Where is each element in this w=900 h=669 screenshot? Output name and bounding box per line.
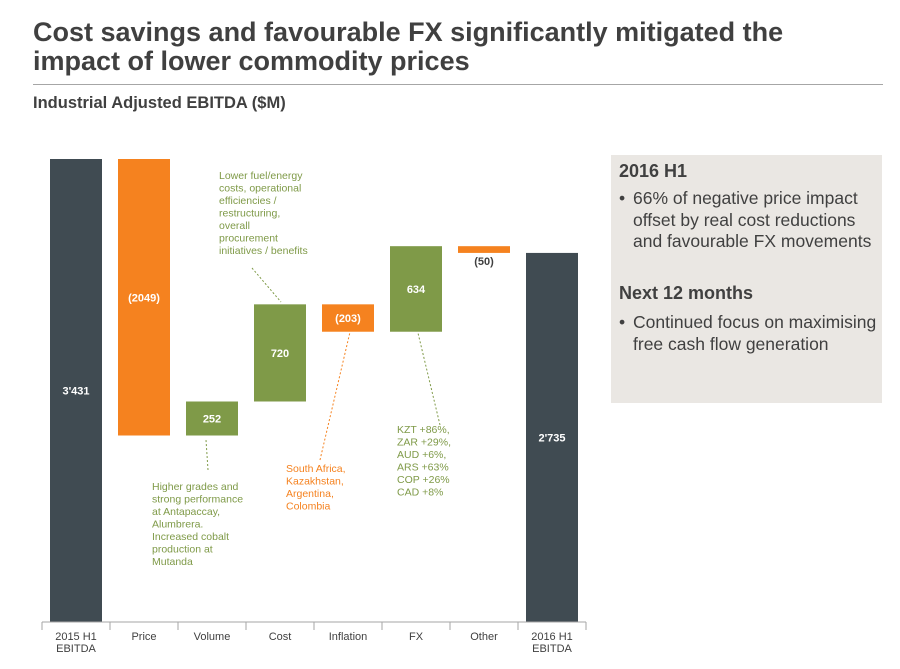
title-line-1: Cost savings and favourable FX significa… (33, 17, 784, 47)
x-tick-label-other: Other (470, 631, 498, 643)
summary-bullet-1: • 66% of negative price impact offset by… (619, 188, 879, 253)
value-label-2015-h1-ebitda: 3'431 (62, 386, 89, 398)
x-tick-label-fx: FX (409, 631, 424, 643)
x-tick-label-cost: Cost (269, 631, 292, 643)
chart-subtitle: Industrial Adjusted EBITDA ($M) (33, 94, 286, 112)
annotation-leader-inflation (319, 331, 351, 461)
value-label-2016-h1-ebitda: 2'735 (538, 432, 565, 444)
bar-inflation (322, 304, 374, 332)
waterfall-chart: 3'431 (2049) 252 720 (203) 634 (50) 2'735 2015 H… (41, 159, 587, 655)
summary-bullet-1-text: 66% of negative price impact offset by r… (633, 188, 872, 251)
annotation-fx: KZT +86%, ZAR +29%, AUD +6%, ARS +63% COP +2… (397, 424, 451, 499)
value-label-other: (50) (474, 256, 494, 268)
annotation-cost: Lower fuel/energy costs, operational effic… (219, 170, 308, 257)
value-label-price: (2049) (128, 292, 160, 304)
annotation-leader-cost (251, 267, 282, 303)
title-line-2: impact of lower commodity prices (33, 46, 470, 76)
summary-heading-2016-h1: 2016 H1 (619, 161, 688, 181)
value-label-cost: 720 (271, 348, 289, 360)
annotation-leader-fx (417, 332, 441, 426)
bullet-icon: • (619, 188, 626, 208)
page-title: Cost savings and favourable FX significa… (33, 18, 873, 76)
bar-cost (254, 304, 306, 402)
bar-price (118, 159, 170, 436)
bullet-icon: • (619, 312, 626, 332)
summary-bullet-2-text: Continued focus on maximising free cash … (633, 312, 877, 354)
x-tick-label-price: Price (131, 631, 156, 643)
value-label-volume: 252 (203, 414, 221, 426)
bar-other (458, 246, 510, 253)
value-label-fx: 634 (407, 284, 426, 296)
bar-2016-h1-ebitda (526, 252, 578, 622)
x-tick-label-2016-h1-ebitda: 2016 H1 EBITDA (531, 631, 573, 655)
x-tick-label-2015-h1-ebitda: 2015 H1 EBITDA (55, 631, 97, 655)
annotation-leader-volume (205, 439, 209, 471)
summary-bullet-2: • Continued focus on maximising free cas… (619, 312, 879, 355)
summary-panel: 2016 H1 • 66% of negative price impact o… (611, 155, 882, 403)
summary-heading-next-12-months: Next 12 months (619, 283, 754, 303)
annotation-volume: Higher grades and strong performance at An… (152, 481, 243, 568)
bar-volume (186, 401, 238, 436)
x-tick-label-inflation: Inflation (329, 631, 368, 643)
bar-fx (390, 246, 442, 332)
x-tick-label-volume: Volume (194, 631, 231, 643)
title-divider (33, 84, 883, 85)
annotation-inflation: South Africa, Kazakhstan, Argentina, Colomb… (286, 463, 346, 513)
bar-2015-h1-ebitda (50, 159, 102, 622)
value-label-inflation: (203) (335, 313, 361, 325)
